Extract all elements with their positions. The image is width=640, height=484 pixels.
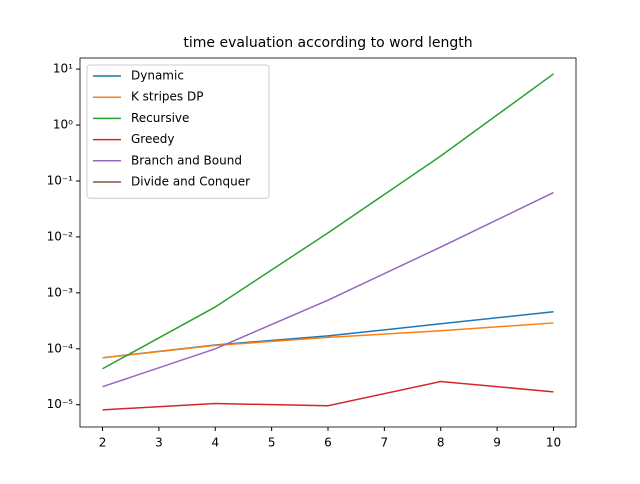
y-tick-label: 10⁻¹: [47, 173, 74, 187]
line-series: [102, 191, 554, 388]
legend-label: Recursive: [131, 111, 189, 125]
y-tick-label: 10⁻⁴: [47, 341, 74, 355]
x-tick-label: 4: [211, 436, 219, 450]
legend-label: Dynamic: [131, 69, 184, 83]
x-tick-label: 10: [546, 436, 561, 450]
line-series: [102, 380, 554, 411]
legend-label: Greedy: [131, 132, 174, 146]
x-tick-label: 2: [99, 436, 107, 450]
x-tick-label: 3: [155, 436, 163, 450]
legend-label: Branch and Bound: [131, 153, 242, 167]
line-series: [102, 73, 554, 370]
chart-title: time evaluation according to word length: [183, 35, 472, 51]
y-tick-label: 10⁰: [53, 118, 73, 132]
legend-label: K stripes DP: [131, 90, 203, 104]
x-tick-label: 6: [324, 436, 332, 450]
legend-label: Divide and Conquer: [131, 175, 250, 189]
y-tick-label: 10¹: [53, 62, 73, 76]
line-series: [102, 322, 554, 359]
y-tick-label: 10⁻³: [47, 285, 74, 299]
x-tick-label: 9: [493, 436, 501, 450]
x-tick-label: 5: [268, 436, 276, 450]
x-tick-label: 7: [381, 436, 389, 450]
legend-box: [86, 64, 270, 199]
x-tick-label: 8: [437, 436, 445, 450]
y-tick-label: 10⁻⁵: [47, 397, 74, 411]
plot-frame: [79, 57, 577, 428]
y-tick-label: 10⁻²: [47, 229, 74, 243]
